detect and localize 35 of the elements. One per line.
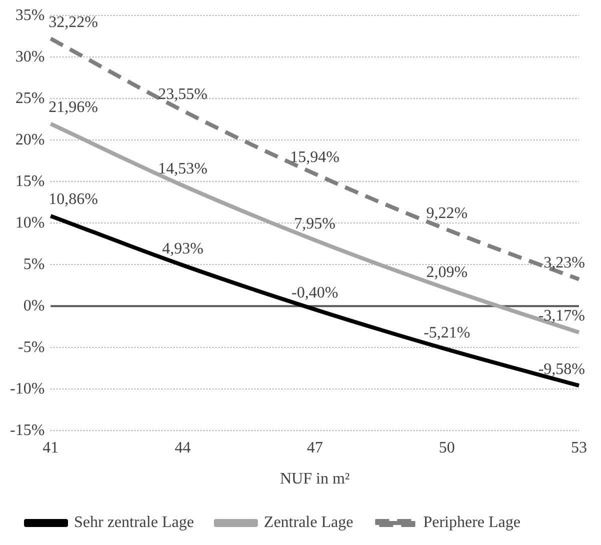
y-tick-label: 30% [15, 48, 45, 66]
data-label: 9,22% [426, 204, 468, 222]
y-tick-label: 5% [23, 256, 45, 273]
data-label: 10,86% [48, 191, 98, 208]
legend-label: Sehr zentrale Lage [74, 514, 194, 532]
x-tick-label: 44 [174, 439, 191, 456]
data-label: -9,58% [538, 360, 585, 378]
data-label: 21,96% [48, 99, 98, 116]
x-tick-label: 47 [306, 439, 323, 456]
legend-label: Periphere Lage [423, 514, 520, 532]
y-tick-label: -10% [10, 380, 45, 398]
data-label: -3,17% [538, 308, 585, 325]
x-tick-label: 50 [438, 439, 455, 456]
data-label: 3,23% [544, 254, 585, 272]
y-tick-label: 35% [15, 6, 45, 24]
y-tick-label: 0% [23, 297, 45, 314]
y-tick-label: 10% [15, 214, 45, 232]
y-tick-label: 15% [15, 172, 45, 190]
data-label: 4,93% [162, 240, 204, 258]
data-label: 32,22% [48, 14, 98, 31]
x-axis-title: NUF in m² [280, 470, 350, 488]
data-label: 14,53% [158, 160, 208, 178]
data-label: -0,40% [292, 284, 338, 302]
x-tick-label: 41 [42, 439, 59, 456]
legend-label: Zentrale Lage [264, 514, 354, 532]
y-tick-label: 20% [15, 131, 45, 148]
data-label: 7,95% [294, 215, 336, 232]
y-tick-label: 25% [15, 90, 45, 107]
y-tick-label: -5% [18, 338, 45, 356]
data-label: -5,21% [424, 324, 470, 342]
data-label: 23,55% [158, 86, 208, 103]
x-tick-label: 53 [571, 439, 587, 456]
y-tick-label: -15% [10, 422, 45, 439]
data-label: 15,94% [290, 149, 340, 166]
data-label: 2,09% [426, 264, 468, 281]
